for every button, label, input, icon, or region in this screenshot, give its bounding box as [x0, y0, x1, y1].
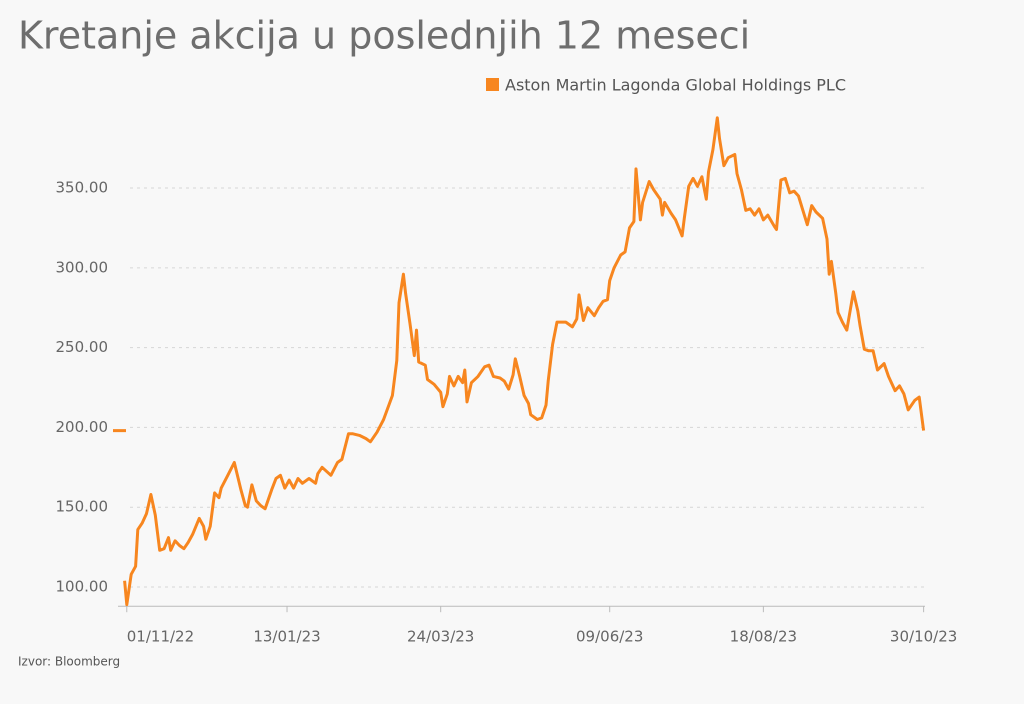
y-tick-label: 350.00 [56, 179, 109, 197]
x-tick-label: 24/03/23 [407, 628, 474, 646]
x-tick-label: 30/10/23 [890, 628, 957, 646]
legend-swatch [486, 78, 499, 91]
y-tick-label: 100.00 [56, 578, 109, 596]
y-tick-label: 250.00 [56, 338, 109, 356]
x-tick-label: 01/11/22 [127, 628, 194, 646]
y-tick-label: 300.00 [56, 258, 109, 276]
chart-title: Kretanje akcija u poslednjih 12 meseci [18, 14, 750, 58]
x-tick-label: 09/06/23 [576, 628, 643, 646]
legend-label: Aston Martin Lagonda Global Holdings PLC [505, 76, 846, 95]
y-tick-label: 200.00 [56, 418, 109, 436]
line [123, 116, 926, 607]
x-tick-label: 18/08/23 [730, 628, 797, 646]
source: Izvor: Bloomberg [18, 655, 120, 669]
x-tick-label: 13/01/23 [253, 628, 320, 646]
y-tick-label: 150.00 [56, 498, 109, 516]
